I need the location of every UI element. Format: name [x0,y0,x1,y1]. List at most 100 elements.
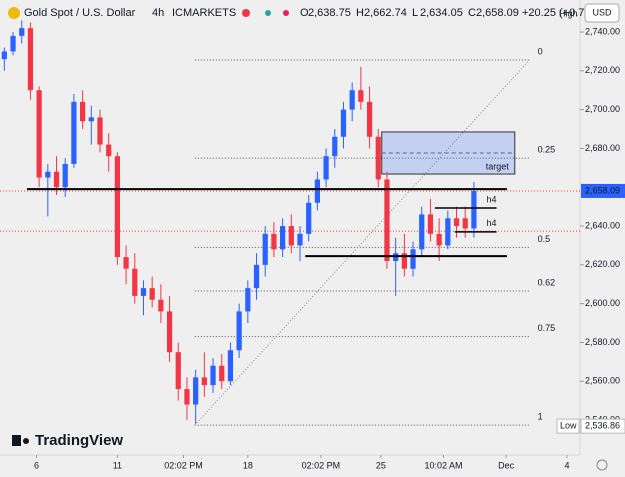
candle-body [271,233,277,250]
candle-body [349,90,355,110]
x-tick-label: 02:02 PM [164,460,203,470]
y-tick-label: 2,600.00 [585,298,620,308]
x-tick-label: 4 [564,460,569,470]
candle-body [323,156,329,180]
fib-label: 0.5 [538,234,551,244]
clock-icon[interactable] [596,459,608,471]
ohlc-value: 2,658.09 [476,7,519,19]
last-price-label: 2,658.09 [585,185,620,195]
candle-body [436,233,442,246]
candle-body [227,350,234,382]
candle-body [1,51,7,60]
candle-body [401,253,407,269]
interval: 4h [152,7,164,19]
fib-label: 0.75 [538,323,556,333]
y-tick-label: 2,720.00 [585,65,620,75]
candle-body [419,214,425,250]
low-tag: Low [560,421,577,431]
candle-body [445,218,451,246]
x-tick-label: 25 [376,460,386,470]
symbol: Gold Spot / U.S. Dollar [24,7,136,19]
candle-body [253,264,260,289]
candle-body [149,288,155,300]
symbol-icon [8,7,20,19]
candle-body [45,171,51,178]
line-label: h4 [487,194,497,204]
candle-body [410,249,416,269]
candle-body [384,179,390,261]
candle-body [10,35,16,52]
candle-body [314,179,320,203]
x-tick-label: 18 [243,460,253,470]
currency-button[interactable] [584,3,620,23]
candle-body [358,90,364,102]
candle-body [306,202,312,234]
candle-body [245,288,251,312]
candle-body [236,311,242,351]
line-label: h4 [487,218,497,228]
candle-body [193,377,199,405]
candle-body [27,28,34,91]
ohlc-key: L [412,7,418,19]
ohlc-value: 2,634.05 [420,7,463,19]
ohlc-key: O [300,7,309,19]
x-tick-label: 10:02 AM [424,460,462,470]
candle-body [453,218,460,227]
ohlc-key: C [468,7,476,19]
fib-label: 0.25 [538,145,556,155]
candle-body [106,144,112,157]
candle-body [288,226,294,246]
plot: 0 0.25 0.5 0.62 0.75 1 target h4 h4 [0,20,580,426]
candle-body [427,214,434,234]
y-tick-label: 2,580.00 [585,337,620,347]
ohlc-key: H [356,7,364,19]
currency[interactable]: USD [592,7,612,17]
high-tag: High [559,8,578,18]
y-tick-label: 2,740.00 [585,26,620,36]
candle-body [36,90,42,178]
watermark-logo: TradingView [12,432,123,449]
candle-body [71,101,77,164]
status-dot [283,10,289,16]
candle-body [366,101,373,137]
candle-body [462,218,468,229]
candle-body [88,117,94,122]
y-tick-label: 2,700.00 [585,104,620,114]
candle-body [471,190,477,229]
low-label: 2,536.86 [585,421,620,431]
x-tick-label: 02:02 PM [302,460,341,470]
y-tick-label: 2,560.00 [585,376,620,386]
fib-label: 0.62 [538,277,556,287]
ohlc-value: 2,662.74 [364,7,407,19]
low-tag-box [556,418,580,434]
status-dot [242,9,250,17]
candle-body [375,136,381,180]
candle-body [262,233,268,265]
candle-body [175,352,181,390]
watermark: TradingView [35,432,123,449]
candle-body [123,257,129,269]
last-price-badge [581,183,625,198]
candle-body [53,171,60,188]
y-tick-label: 2,680.00 [585,143,620,153]
candle-body [332,136,338,157]
y-tick-label: 2,620.00 [585,259,620,269]
candle-body [297,233,303,246]
fib-label: 0 [538,46,543,56]
x-tick-label: Dec [498,460,515,470]
candle-body [219,365,225,382]
candle-body [80,101,86,122]
fib-label: 1 [538,411,543,421]
candle-body [201,377,207,386]
candle-body [114,156,120,258]
candle-body [166,311,173,353]
change: +20.25 (+0.77%) [522,7,604,19]
exchange: ICMARKETS [172,7,236,19]
candle-body [19,28,25,36]
candle-body [280,226,286,250]
x-tick-label: 6 [34,460,39,470]
candle-body [140,288,147,296]
header: Gold Spot / U.S. Dollar 4h ICMARKETS O 2,… [8,7,604,19]
